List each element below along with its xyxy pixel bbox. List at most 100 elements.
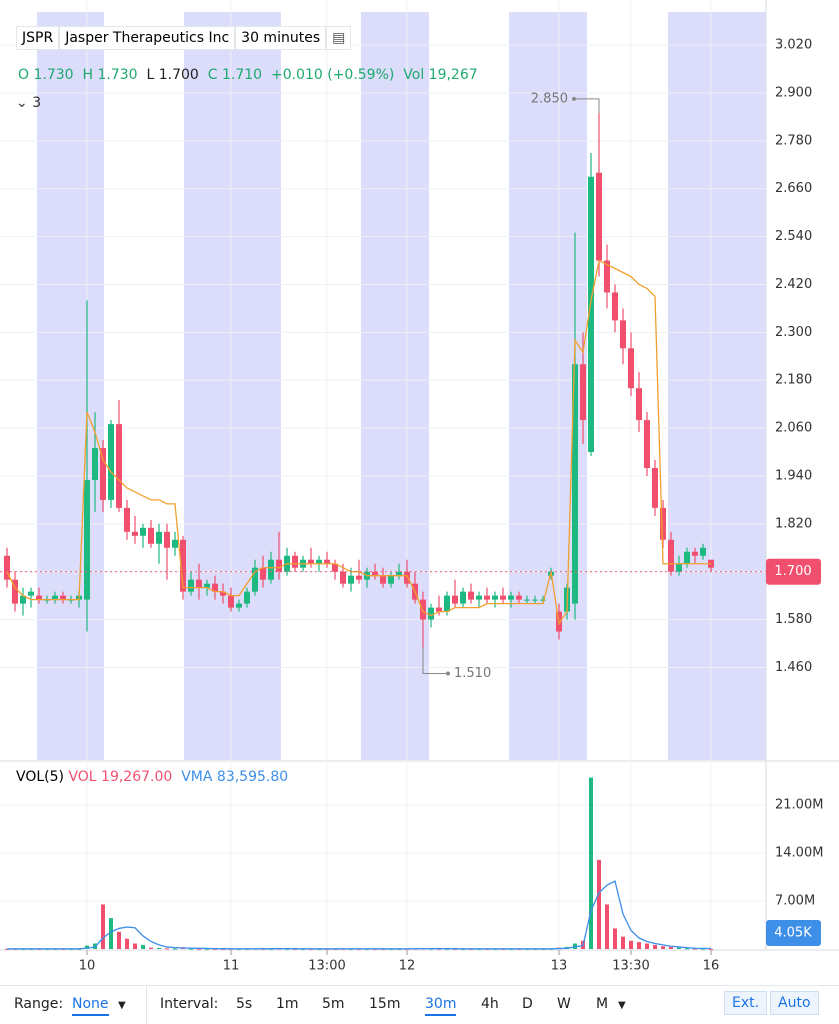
interval-option[interactable]: 1m	[276, 996, 299, 1012]
vol-value: 19,267	[428, 67, 478, 83]
candle-body	[324, 559, 330, 564]
last-price-label: 1.700	[774, 564, 811, 579]
candle-body	[700, 547, 706, 556]
l-value: 1.700	[158, 67, 199, 83]
candle-body	[340, 571, 346, 584]
study-count: 3	[32, 95, 42, 111]
candle-body	[60, 595, 66, 600]
candle-body	[356, 575, 362, 580]
y-tick-label: 2.780	[775, 133, 812, 148]
candle-body	[164, 531, 170, 548]
candle-body	[468, 591, 474, 600]
volume-bar	[629, 940, 633, 949]
candle-body	[4, 555, 10, 580]
volume-legend: VOL(5) VOL 19,267.00 VMA 83,595.80	[16, 769, 288, 785]
candle-body	[660, 507, 666, 540]
candle-body	[596, 172, 602, 261]
candle-body	[132, 531, 138, 536]
candle-body	[644, 420, 650, 468]
o-value: 1.730	[33, 67, 74, 83]
vma-name: VMA	[181, 769, 213, 785]
session-band	[361, 12, 429, 760]
x-tick-label: 10	[79, 959, 96, 974]
y-tick-label: 1.820	[775, 516, 812, 531]
low-marker-label: 1.510	[454, 666, 491, 681]
vma-value: 83,595.80	[216, 769, 289, 785]
interval-option[interactable]: 15m	[369, 996, 401, 1012]
volume-bar	[109, 918, 113, 949]
vol-name: VOL	[68, 769, 97, 785]
candle-body	[204, 583, 210, 588]
y-tick-label: 1.580	[775, 612, 812, 627]
candle-body	[476, 595, 482, 600]
x-tick-label: 13:30	[612, 959, 649, 974]
interval-option[interactable]: 30m	[425, 996, 457, 1016]
y-tick-label: 2.060	[775, 421, 812, 436]
volume-bar	[685, 948, 689, 950]
interval[interactable]: 30 minutes	[235, 26, 327, 50]
interval-caret[interactable]: ▼	[618, 1000, 626, 1011]
interval-option[interactable]: W	[557, 996, 571, 1012]
y-tick-label: 2.660	[775, 181, 812, 196]
x-tick-label: 16	[703, 959, 720, 974]
candle-body	[20, 595, 26, 604]
symbol-bar: JSPR Jasper Therapeutics Inc 30 minutes ▤	[16, 26, 352, 50]
candle-body	[612, 292, 618, 321]
volume-bar	[197, 948, 201, 950]
range-caret[interactable]: ▼	[118, 1000, 126, 1011]
candle-body	[580, 364, 586, 421]
c-label: C	[207, 67, 218, 83]
candle-body	[380, 575, 386, 584]
interval-option[interactable]: 4h	[481, 996, 499, 1012]
volume-bar	[117, 931, 121, 949]
low-marker-line	[422, 647, 448, 674]
l-label: L	[146, 67, 155, 83]
ext-button[interactable]: Ext.	[724, 991, 768, 1015]
candle-body	[652, 467, 658, 508]
candle-body	[508, 595, 514, 600]
interval-option[interactable]: 5m	[322, 996, 345, 1012]
volume-bar	[621, 936, 625, 949]
candle-body	[500, 595, 506, 600]
candle-body	[572, 364, 578, 604]
range-value[interactable]: None	[72, 996, 109, 1016]
candle-body	[92, 448, 98, 480]
study-toggle[interactable]: ⌄ 3	[16, 95, 42, 111]
candle-body	[588, 176, 594, 453]
auto-button[interactable]: Auto	[770, 991, 819, 1015]
candle-body	[268, 559, 274, 580]
candle-body	[484, 595, 490, 600]
volume-bar	[613, 928, 617, 949]
candle-body	[420, 599, 426, 620]
y-tick-label: 2.420	[775, 277, 812, 292]
volume-bar	[709, 948, 713, 950]
candle-body	[212, 583, 218, 592]
candle-body	[404, 571, 410, 584]
interval-option[interactable]: 5s	[236, 996, 253, 1012]
candle-body	[188, 579, 194, 592]
candle-body	[676, 563, 682, 572]
candle-body	[692, 551, 698, 556]
candle-body	[260, 567, 266, 580]
session-band	[37, 12, 104, 760]
volume-bar	[205, 948, 209, 950]
h-value: 1.730	[97, 67, 138, 83]
candle-body	[604, 260, 610, 293]
candle-body	[84, 479, 90, 600]
volume-bar	[157, 947, 161, 949]
symbol[interactable]: JSPR	[16, 26, 60, 50]
x-tick-label: 13:00	[308, 959, 345, 974]
menu-icon[interactable]: ▤	[326, 26, 352, 50]
o-label: O	[18, 67, 30, 83]
volume-bar	[189, 948, 193, 950]
interval-option[interactable]: M	[596, 996, 609, 1012]
interval-option[interactable]: D	[522, 996, 533, 1012]
ohlc-line: O 1.730 H 1.730 L 1.700 C 1.710 +0.010 (…	[18, 67, 478, 83]
y-tick-label: 2.180	[775, 373, 812, 388]
candle-body	[108, 424, 114, 500]
candle-body	[172, 539, 178, 548]
average-line	[6, 259, 711, 626]
candle-body	[428, 607, 434, 620]
volume-bar	[661, 946, 665, 949]
